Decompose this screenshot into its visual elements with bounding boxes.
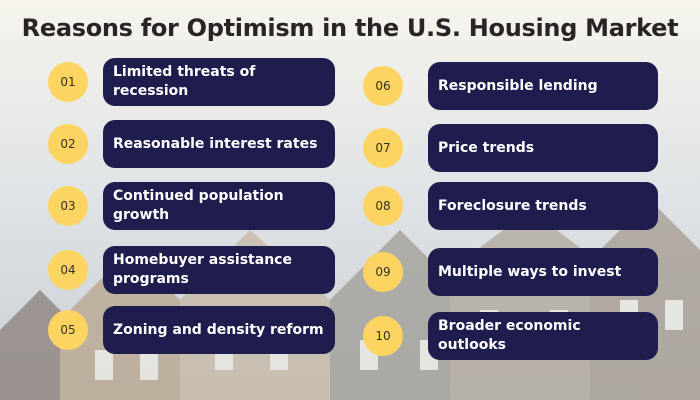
item-number: 02: [48, 124, 88, 164]
item-number: 10: [363, 316, 403, 356]
item-number: 05: [48, 310, 88, 350]
item-text: Homebuyer assistance programs: [103, 246, 335, 294]
item-number: 01: [48, 62, 88, 102]
item-text: Zoning and density reform: [103, 306, 335, 354]
item-number: 07: [363, 128, 403, 168]
item-number: 03: [48, 186, 88, 226]
item-text: Broader economic outlooks: [428, 312, 658, 360]
item-text: Responsible lending: [428, 62, 658, 110]
item-number: 06: [363, 66, 403, 106]
item-number: 08: [363, 186, 403, 226]
item-text: Multiple ways to invest: [428, 248, 658, 296]
item-number: 04: [48, 250, 88, 290]
item-number: 09: [363, 252, 403, 292]
item-text: Limited threats of recession: [103, 58, 335, 106]
title: Reasons for Optimism in the U.S. Housing…: [21, 14, 679, 42]
item-text: Price trends: [428, 124, 658, 172]
item-text: Foreclosure trends: [428, 182, 658, 230]
item-text: Reasonable interest rates: [103, 120, 335, 168]
item-text: Continued population growth: [103, 182, 335, 230]
